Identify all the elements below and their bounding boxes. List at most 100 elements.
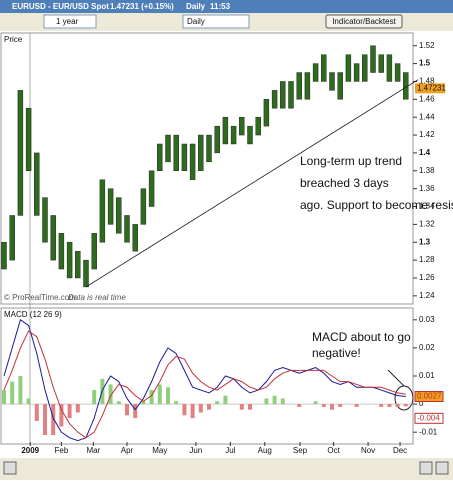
y-tick-label: 0.02 — [419, 343, 435, 352]
price-bar — [198, 134, 204, 171]
histogram-bar — [125, 404, 129, 416]
histogram-bar — [34, 404, 39, 421]
price-bar — [353, 63, 360, 82]
price-bar — [304, 72, 311, 100]
y-tick-label: 0 — [419, 399, 424, 408]
last-value-label: -0.004 — [417, 413, 440, 422]
histogram-bar — [116, 401, 121, 405]
macd-line — [3, 319, 406, 442]
range-label: 1 year — [56, 17, 79, 26]
price-bar — [280, 81, 286, 109]
histogram-bar — [207, 404, 211, 410]
y-tick-label: 1.4 — [419, 148, 431, 157]
y-tick-label: 1.3 — [419, 237, 431, 246]
y-tick-label: 0.03 — [419, 315, 435, 324]
price-bar — [107, 188, 114, 225]
tool-icon[interactable] — [3, 461, 17, 475]
annotation-arrow — [387, 369, 405, 387]
indicator-button[interactable] — [325, 14, 403, 29]
y-tick-label: 1.32 — [419, 219, 435, 228]
histogram-bar — [272, 395, 277, 405]
histogram-bar — [387, 404, 392, 407]
price-bar — [173, 134, 179, 171]
price-bar — [239, 116, 245, 136]
zoom-in-icon[interactable] — [419, 461, 433, 475]
histogram-bar — [198, 404, 203, 413]
histogram-bar — [51, 404, 56, 435]
histogram-bar — [330, 404, 334, 410]
histogram-bar — [2, 390, 6, 405]
price-bar — [370, 45, 376, 73]
price-bar — [1, 242, 7, 270]
histogram-bar — [354, 404, 359, 407]
histogram-bar — [297, 404, 302, 407]
price-bar — [25, 108, 32, 171]
price-bar — [394, 63, 401, 82]
price-bar — [181, 143, 188, 171]
histogram-bar — [403, 404, 408, 407]
last-price-box — [415, 83, 445, 94]
price-bar — [75, 250, 81, 279]
histogram-bar — [313, 401, 318, 405]
price-bar — [66, 242, 73, 279]
price-bar — [83, 259, 89, 288]
x-tick-label: Apr — [121, 446, 134, 455]
histogram-bar — [174, 401, 179, 405]
histogram-bar — [59, 404, 64, 427]
y-tick-label: 1.48 — [419, 77, 435, 86]
y-tick-label: 1.38 — [419, 166, 435, 175]
histogram-bar — [157, 384, 162, 405]
histogram-bar — [166, 387, 170, 405]
price-bar — [148, 170, 155, 207]
time: 11:53 — [210, 2, 231, 11]
histogram-bar — [379, 404, 384, 407]
last-price-label: 1.47231 — [417, 83, 446, 92]
y-tick-label: 1.34 — [419, 202, 435, 211]
price-bar — [321, 54, 327, 82]
annotation: Long-term up trend breached 3 days ago. Su… — [300, 154, 453, 212]
price-bar — [116, 197, 122, 234]
price-bar — [42, 197, 48, 243]
histogram-bar — [133, 404, 138, 419]
price-bar — [189, 143, 196, 180]
range-select[interactable] — [43, 14, 97, 29]
bottom-toolbar — [0, 458, 453, 480]
macd-panel-title: MACD (12 26 9) — [4, 310, 62, 319]
zoom-out-icon[interactable] — [435, 461, 449, 475]
histogram-bar — [223, 395, 228, 405]
price-bar — [255, 116, 261, 136]
last-value-label: 0.0027 — [417, 392, 442, 401]
price-bar — [157, 143, 163, 171]
histogram-bar — [43, 404, 47, 435]
credit-note: Data is real time — [68, 293, 126, 302]
price-bar — [50, 215, 56, 261]
y-tick-label: 1.46 — [419, 94, 435, 103]
price-bar — [132, 224, 138, 252]
price-bar — [230, 125, 237, 145]
histogram-bar — [67, 404, 72, 419]
histogram-bar — [239, 404, 244, 410]
interval-select[interactable] — [182, 14, 250, 29]
price-bar — [263, 99, 270, 127]
price-bar — [296, 72, 302, 100]
price-bar — [165, 134, 171, 163]
x-tick-label: May — [152, 446, 167, 455]
price-bar — [362, 54, 368, 82]
price-bar — [91, 233, 97, 270]
price-panel-title: Price — [4, 35, 23, 44]
histogram-bar — [149, 390, 154, 405]
price-bar — [9, 215, 15, 261]
histogram-bar — [190, 404, 195, 419]
y-tick-label: 1.26 — [419, 273, 435, 282]
x-tick-label: Jun — [189, 446, 202, 455]
indicator-button-label: Indicator/Backtest — [332, 17, 396, 26]
title-bar — [0, 0, 453, 13]
x-tick-label: Jul — [225, 446, 235, 455]
quote: 1.47231 (+0.15%) — [110, 2, 174, 11]
macd-line — [3, 330, 406, 439]
histogram-bar — [182, 404, 187, 416]
y-tick-label: 1.44 — [419, 112, 435, 121]
price-bar — [17, 90, 24, 216]
